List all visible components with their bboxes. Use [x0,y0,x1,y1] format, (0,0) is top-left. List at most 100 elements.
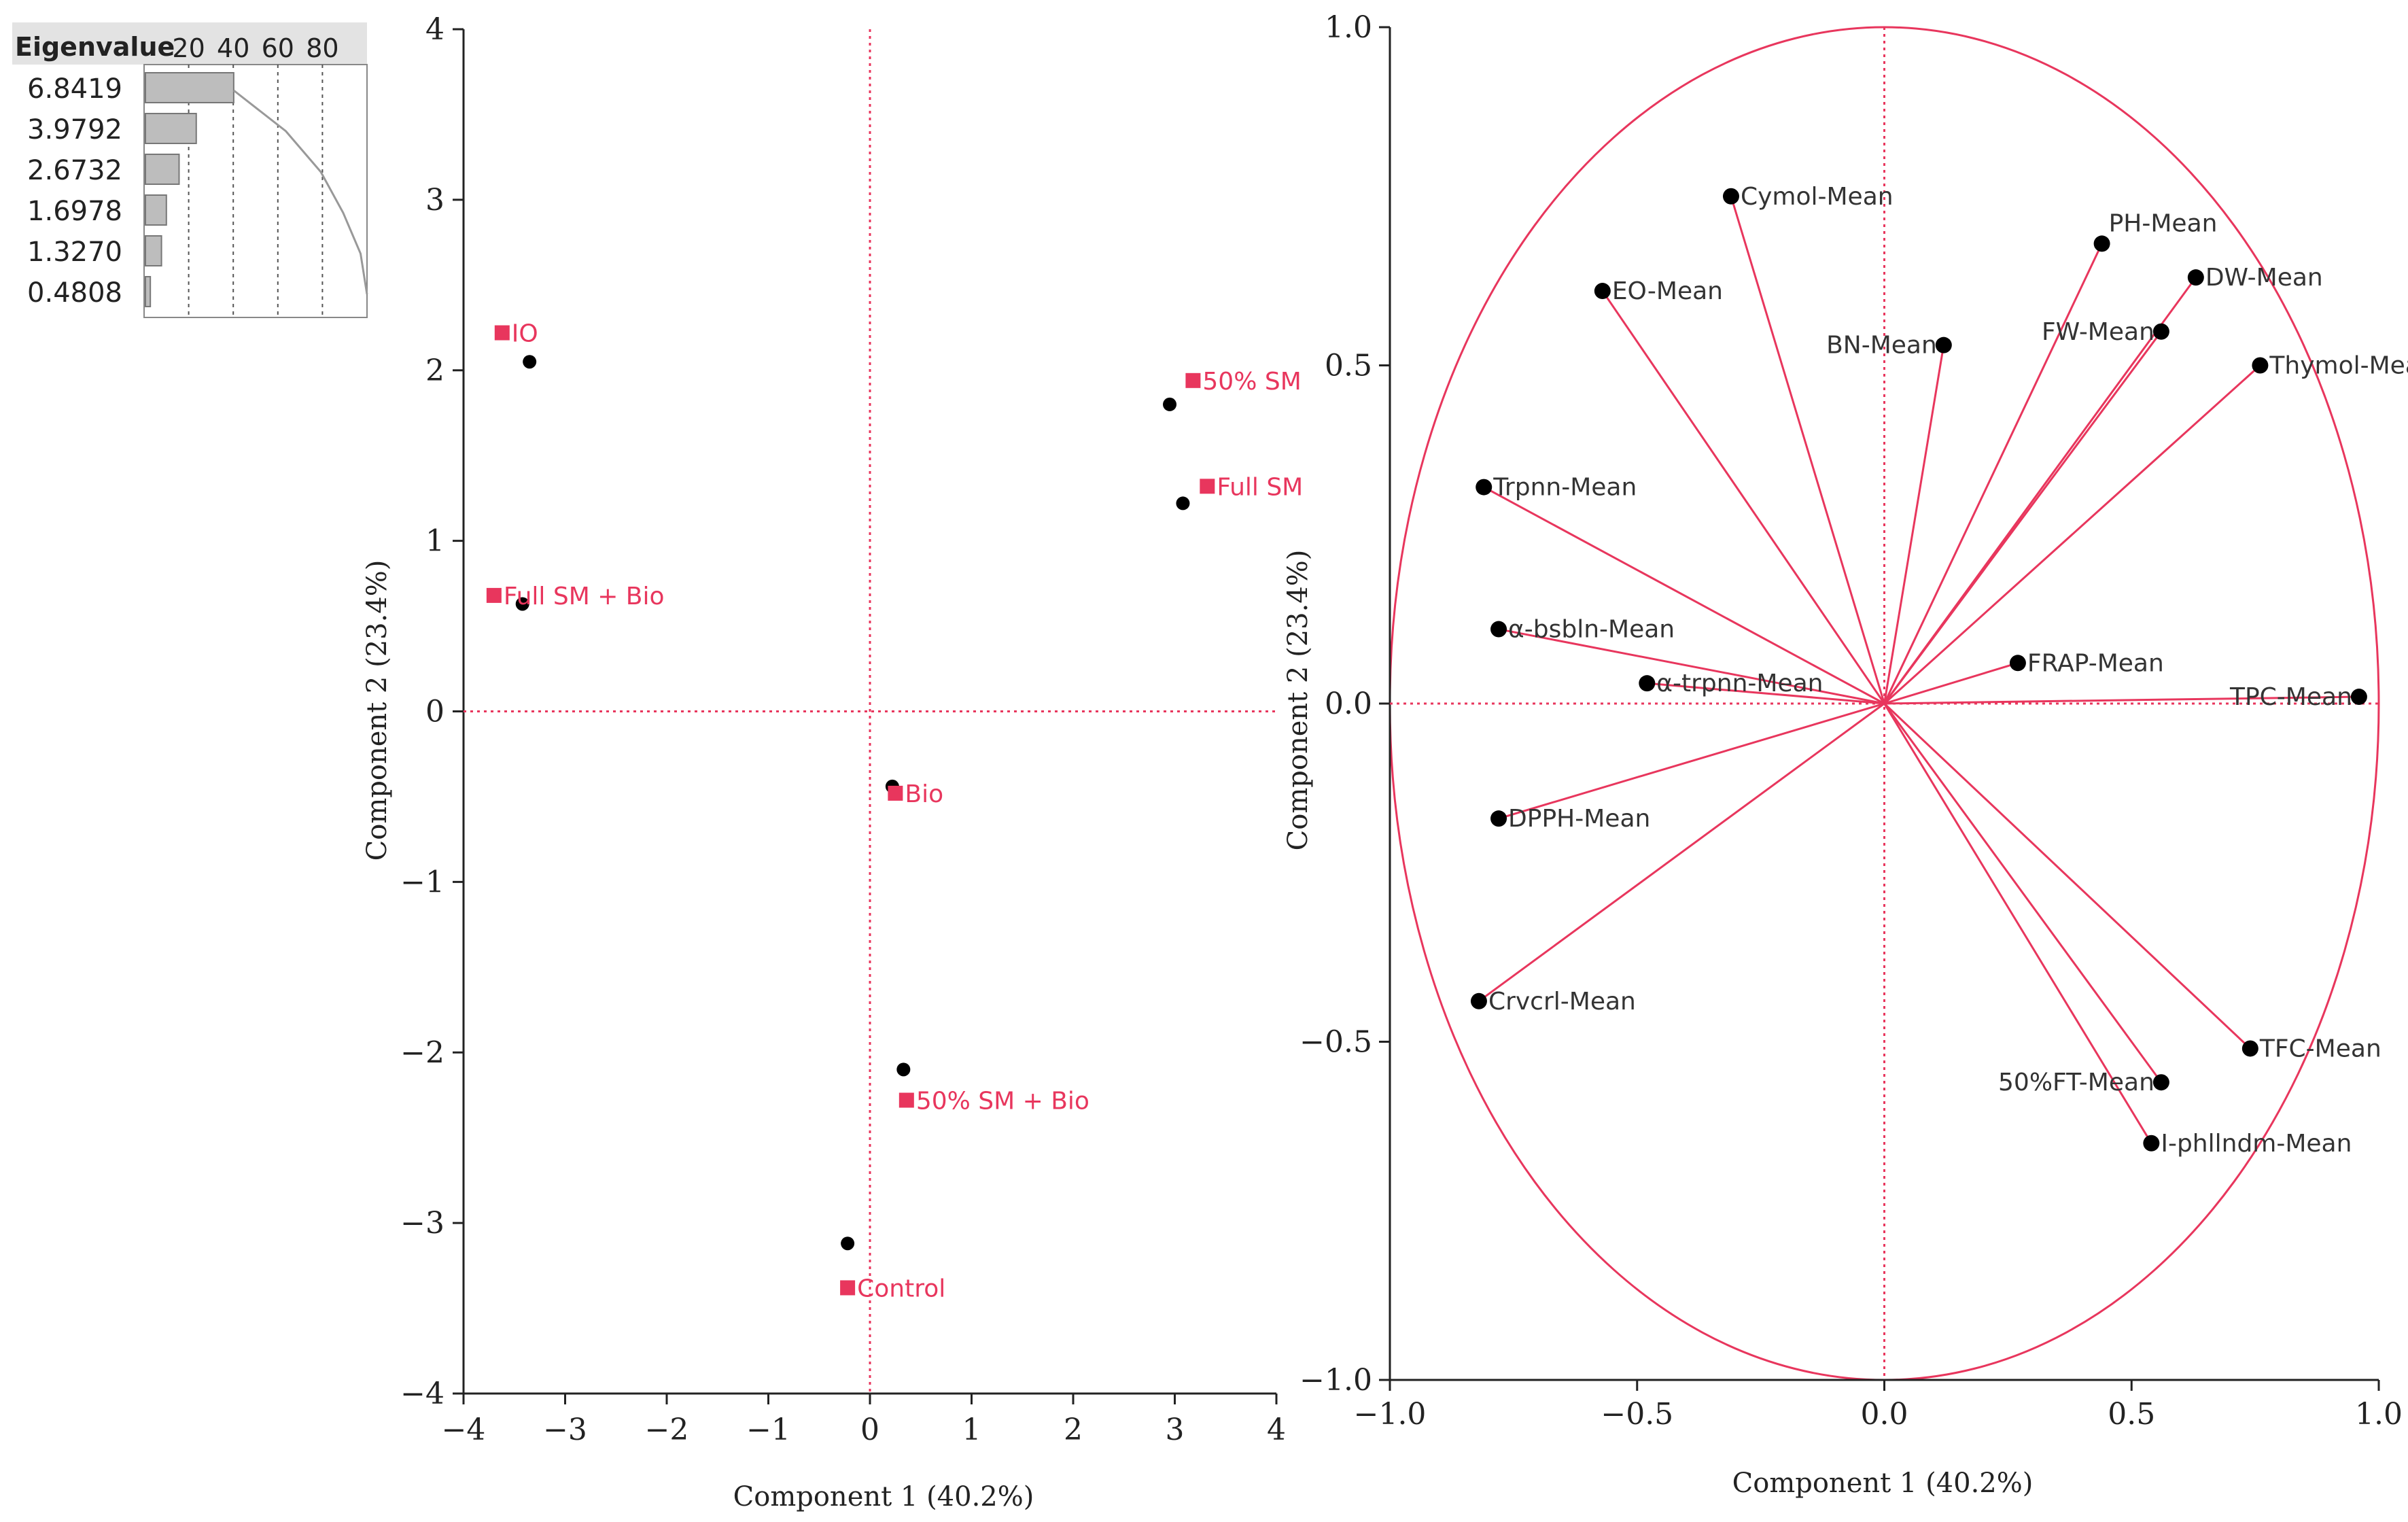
loading-vector [1730,196,1885,704]
score-y-tick-label: 3 [425,183,444,218]
score-x-tick-label: 3 [1166,1413,1185,1447]
score-point [523,355,537,369]
loading-point-label: PH-Mean [2109,209,2218,237]
eigenvalue-label: 0.4808 [27,277,122,309]
score-y-axis-title: Component 2 (23.4%) [362,560,393,861]
loading-point [2241,1040,2258,1057]
loading-point [2152,1074,2169,1091]
score-point [1163,397,1177,411]
loading-plot: −1.0 −0.5 0.0 0.5 1.0 −1.0 −0.5 0.0 0.5 1.0 Compon… [1282,10,2408,1499]
eigenvalue-bar [145,113,197,144]
loading-point-label: α-trpnn-Mean [1656,670,1823,697]
score-x-axis-title: Component 1 (40.2%) [733,1481,1034,1512]
loading-vector [1483,486,1885,705]
loading-y-tick-label: −1.0 [1299,1363,1372,1398]
score-marker [888,785,903,801]
eigenvalue-bar [145,154,180,185]
score-marker [486,587,502,603]
loading-vector [1883,345,1945,704]
score-point-label: 50% SM [1202,368,1301,396]
score-marker [840,1280,856,1296]
score-x-tick-label: 4 [1267,1413,1286,1447]
score-point-label: Full SM + Bio [504,583,665,610]
loading-vector [1601,290,1885,704]
eigenvalue-header-cell [12,22,144,65]
loading-x-tick-label: 1.0 [2355,1397,2403,1432]
loading-vector [1883,330,2163,704]
loading-point [1490,621,1507,638]
score-x-tick-label: 0 [860,1413,879,1447]
loading-point-label: DPPH-Mean [1508,805,1650,833]
loading-vector [1883,703,2163,1084]
score-point-label: Bio [905,780,943,808]
loading-x-tick-label: 0.5 [2108,1397,2155,1432]
loading-point-label: BN-Mean [1826,332,1937,360]
loading-x-tick-label: −0.5 [1601,1397,1673,1432]
score-point [896,1062,911,1077]
loading-point [2143,1135,2160,1152]
loading-vector [1498,628,1885,705]
loading-point [1490,810,1507,827]
loading-point [2252,357,2269,374]
loading-vector [1883,702,2251,1050]
eigenvalue-header-band [144,22,367,65]
eigenvalue-tick-label: 80 [306,33,338,63]
loading-y-axis-title: Component 2 (23.4%) [1282,550,1314,851]
loading-vector [1498,702,1885,820]
loading-y-tick-label: 1.0 [1325,10,1372,45]
score-y-tick-label: −3 [400,1206,444,1241]
eigenvalue-bar [145,276,152,307]
score-y-tick-label: 0 [425,695,444,729]
score-point [1176,496,1190,511]
loading-point-label: TPC-Mean [2229,683,2352,711]
loading-point-label: TFC-Mean [2259,1035,2381,1062]
score-x-tick-label: 1 [962,1413,981,1447]
loading-point-label: FW-Mean [2042,318,2154,346]
eigenvalue-label: 6.8419 [27,73,122,105]
loading-point [2093,235,2110,252]
loading-vector [1884,695,2359,705]
score-plot: −4 −3 −2 −1 0 1 2 3 4 −4 −3 −2 −1 0 1 2 3 4 Component 1 (4… [362,12,1303,1512]
loading-y-tick-label: 0.0 [1325,687,1372,721]
score-point-label: Full SM [1217,473,1303,501]
score-x-tick-label: −2 [645,1413,689,1447]
loading-point-label: FRAP-Mean [2027,649,2164,677]
score-point [841,1236,855,1251]
eigenvalue-bar [145,194,167,226]
loading-point [2009,655,2026,672]
loading-point [1594,283,1611,300]
loading-point-label: Crvcrl-Mean [1488,988,1636,1016]
score-x-tick-label: −4 [442,1413,486,1447]
score-y-tick-label: −2 [400,1035,444,1070]
score-marker [898,1092,914,1108]
cumulative-percent-curve [232,89,368,295]
loading-y-tick-label: 0.5 [1325,349,1372,383]
loading-point-label: α-bsbln-Mean [1508,616,1675,644]
eigenvalue-label: 1.3270 [27,237,122,268]
score-y-tick-label: 4 [425,12,444,47]
loading-point [1476,479,1493,496]
loading-point [1722,188,1739,205]
loading-x-tick-label: 0.0 [1861,1397,1908,1432]
score-marker [1185,373,1201,388]
score-point-label: IO [512,320,538,348]
loading-point-label: Thymol-Mean [2269,352,2408,380]
loading-y-tick-label: −0.5 [1299,1025,1372,1060]
score-x-tick-label: 2 [1064,1413,1083,1447]
eigenvalue-header: Eigenvalue [15,32,175,62]
eigenvalue-bar [145,235,162,266]
loading-point [2187,269,2204,286]
eigenvalue-tick-label: 20 [172,33,205,63]
eigenvalue-label: 2.6732 [27,155,122,186]
score-y-tick-label: −4 [400,1377,444,1411]
eigenvalue-label: 1.6978 [27,196,122,227]
loading-vector [1647,682,1885,705]
eigenvalue-tick-label: 40 [217,33,249,63]
loading-vector [1478,702,1885,1003]
loading-point [1639,675,1656,692]
score-point-label: 50% SM + Bio [916,1087,1089,1115]
loading-x-axis-title: Component 1 (40.2%) [1732,1468,2034,1499]
eigenvalue-bar [145,72,234,103]
